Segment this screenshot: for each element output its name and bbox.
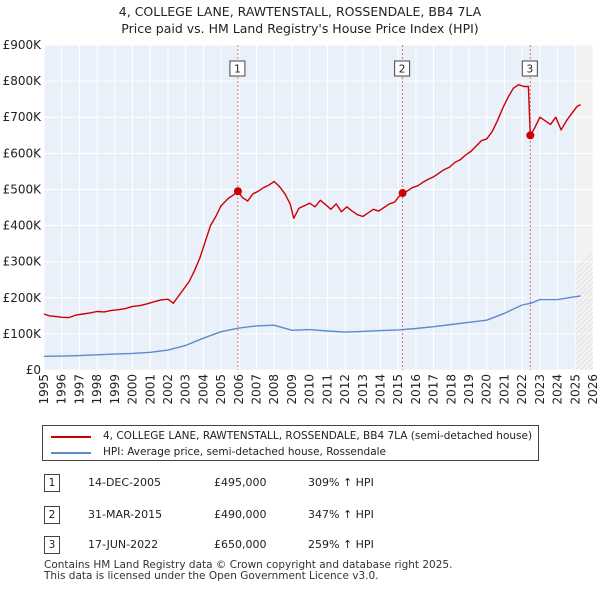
price-chart: 4, COLLEGE LANE, RAWTENSTALL, ROSSENDALE… (3, 4, 600, 405)
legend-label-hpi: HPI: Average price, semi-detached house,… (103, 446, 387, 458)
legend-swatch-hpi (51, 452, 91, 454)
y-tick-label: £100K (3, 327, 43, 341)
transaction-price: £650,000 (214, 538, 267, 551)
transaction-date: 17-JUN-2022 (88, 538, 159, 551)
x-tick-label: 2025 (568, 374, 582, 405)
x-tick-label: 2005 (214, 374, 228, 405)
transaction-price: £495,000 (214, 476, 267, 489)
forecast-hatch (575, 301, 594, 321)
sale-label-number: 2 (399, 64, 406, 76)
x-tick-label: 1999 (108, 374, 122, 405)
transaction-hpi-change: 347% ↑ HPI (308, 508, 374, 521)
transaction-date: 14-DEC-2005 (88, 476, 162, 489)
sale-label-number: 3 (526, 64, 533, 76)
x-tick-label: 2024 (551, 374, 565, 405)
x-tick-label: 2020 (480, 374, 494, 405)
x-tick-label: 2022 (515, 374, 529, 405)
x-tick-label: 2010 (303, 374, 317, 405)
y-tick-label: £200K (3, 291, 43, 305)
x-tick-label: 2002 (161, 374, 175, 405)
y-tick-label: £500K (3, 182, 43, 196)
x-tick-label: 2012 (338, 374, 352, 405)
x-tick-label: 2014 (373, 374, 387, 405)
x-tick-label: 2019 (462, 374, 476, 405)
x-tick-label: 2021 (497, 374, 511, 405)
x-tick-label: 2007 (250, 374, 264, 405)
footer-licence: This data is licensed under the Open Gov… (44, 570, 379, 582)
forecast-shade (575, 45, 593, 370)
x-tick-label: 2003 (179, 374, 193, 405)
x-tick-label: 2015 (391, 374, 405, 405)
x-tick-label: 2008 (267, 374, 281, 405)
x-tick-label: 2011 (320, 374, 334, 405)
transaction-row: 2 31-MAR-2015 £490,000 347% ↑ HPI (44, 505, 544, 525)
x-tick-label: 2017 (427, 374, 441, 405)
hpi-line (43, 295, 581, 357)
footer-copyright: Contains HM Land Registry data © Crown c… (44, 559, 453, 571)
transaction-row: 1 14-DEC-2005 £495,000 309% ↑ HPI (44, 473, 544, 493)
y-tick-label: £700K (3, 110, 43, 124)
y-tick-label: £800K (3, 74, 43, 88)
forecast-hatch (575, 306, 594, 326)
transaction-number: 2 (44, 506, 60, 524)
y-tick-label: £600K (3, 146, 43, 160)
transaction-date: 31-MAR-2015 (88, 508, 163, 521)
chart-subtitle: Price paid vs. HM Land Registry's House … (121, 21, 478, 36)
x-tick-label: 2001 (143, 374, 157, 405)
y-tick-label: £0 (26, 363, 41, 377)
x-tick-label: 2018 (444, 374, 458, 405)
sale-point (398, 189, 407, 198)
sale-label-box (394, 60, 411, 77)
x-tick-label: 2023 (533, 374, 547, 405)
x-tick-label: 2004 (196, 374, 210, 405)
x-tick-label: 2006 (232, 374, 246, 405)
x-tick-label: 2009 (285, 374, 299, 405)
y-tick-label: £300K (3, 255, 43, 269)
x-tick-label: 1998 (90, 374, 104, 405)
forecast-hatch (575, 311, 594, 331)
x-tick-label: 1997 (72, 374, 86, 405)
transaction-hpi-change: 309% ↑ HPI (308, 476, 374, 489)
property-price-line (43, 84, 581, 319)
x-tick-label: 1995 (37, 374, 51, 405)
y-tick-label: £400K (3, 219, 43, 233)
y-tick-label: £900K (3, 38, 43, 52)
footer-attribution: Contains HM Land Registry data © Crown c… (44, 560, 452, 582)
x-tick-label: 2016 (409, 374, 423, 405)
x-tick-label: 1996 (55, 374, 69, 405)
transaction-price: £490,000 (214, 508, 267, 521)
legend-swatch-property (51, 436, 91, 438)
transaction-number: 1 (44, 474, 60, 492)
x-tick-label: 2026 (586, 374, 600, 405)
sale-label-box (521, 60, 538, 77)
x-tick-label: 2013 (356, 374, 370, 405)
chart-legend: 4, COLLEGE LANE, RAWTENSTALL, ROSSENDALE… (42, 425, 539, 461)
plot-area (44, 45, 593, 370)
transaction-number: 3 (44, 536, 60, 554)
sale-point (233, 187, 242, 196)
chart-title: 4, COLLEGE LANE, RAWTENSTALL, ROSSENDALE… (119, 4, 482, 19)
sale-label-box (229, 60, 246, 77)
transaction-row: 3 17-JUN-2022 £650,000 259% ↑ HPI (44, 535, 544, 555)
legend-label-property: 4, COLLEGE LANE, RAWTENSTALL, ROSSENDALE… (103, 430, 533, 442)
transaction-hpi-change: 259% ↑ HPI (308, 538, 374, 551)
x-tick-label: 2000 (126, 374, 140, 405)
sale-point (526, 131, 535, 140)
forecast-hatch (595, 45, 600, 370)
sale-label-number: 1 (234, 64, 241, 76)
